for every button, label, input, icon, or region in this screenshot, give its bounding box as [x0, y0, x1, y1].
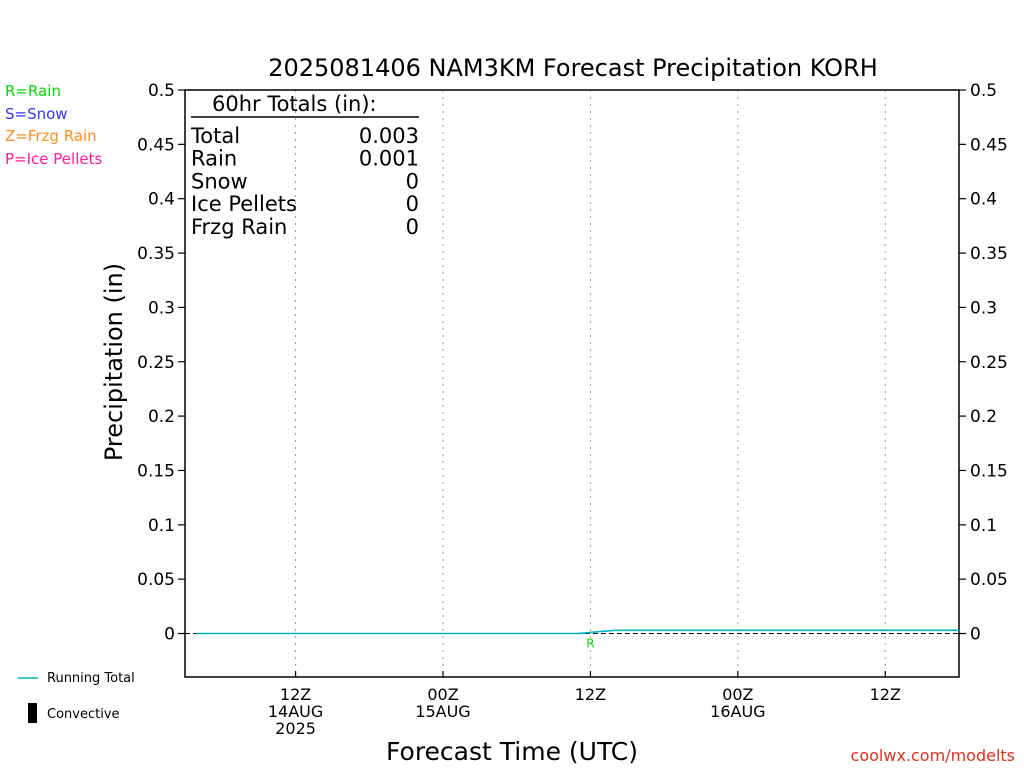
totals-row-value: 0 [406, 215, 419, 239]
chart-title: 2025081406 NAM3KM Forecast Precipitation… [268, 54, 878, 82]
running-total-point [958, 629, 960, 631]
totals-row-value: 0.001 [359, 147, 419, 171]
y-tick-label-right: 0.3 [970, 298, 997, 318]
running-total-point [577, 632, 579, 635]
running-total-label: Running Total [47, 671, 135, 686]
y-axis-label: Precipitation (in) [100, 263, 128, 461]
totals-row-value: 0 [406, 169, 419, 193]
precip-type-marker: R [586, 637, 594, 651]
credit-text: coolwx.com/modelts [851, 746, 1015, 765]
totals-box: 60hr Totals (in): Total 0.003 Rain 0.001 Sno… [190, 92, 419, 239]
running-total-point [614, 629, 616, 631]
totals-row-label: Frzg Rain [191, 215, 287, 239]
x-axis-label: Forecast Time (UTC) [386, 737, 638, 766]
totals-row-label: Rain [191, 147, 237, 171]
convective-label: Convective [47, 707, 120, 722]
y-tick-label-right: 0.15 [970, 461, 1008, 481]
x-tick-label: 12Z [575, 685, 606, 704]
y-tick-label-left: 0.2 [148, 407, 175, 427]
legend-ice-pellets: P=Ice Pellets [5, 150, 102, 168]
running-total-line [197, 629, 959, 635]
y-tick-label-right: 0.1 [970, 516, 997, 536]
y-tick-label-right: 0.05 [970, 570, 1008, 590]
line-legend: Running Total Convective [18, 671, 135, 723]
y-tick-label-right: 0.2 [970, 407, 997, 427]
legend-snow: S=Snow [5, 105, 68, 123]
x-tick-label: 00Z [427, 685, 458, 704]
x-tick-label: 12Z [280, 685, 311, 704]
x-tick-label: 2025 [275, 719, 316, 738]
y-tick-label-left: 0.3 [148, 298, 175, 318]
x-tick-label: 12Z [870, 685, 901, 704]
x-tick-label: 16AUG [710, 702, 765, 721]
y-tick-label-left: 0.25 [137, 353, 175, 373]
precip-type-legend: R=Rain S=Snow Z=Frzg Rain P=Ice Pellets [5, 82, 102, 168]
totals-row-label: Total [190, 124, 240, 148]
x-tick-label: 15AUG [415, 702, 470, 721]
legend-frzg-rain: Z=Frzg Rain [5, 127, 97, 145]
totals-header: 60hr Totals (in): [212, 92, 377, 116]
convective-swatch [28, 703, 37, 723]
plot-frame [184, 89, 960, 678]
totals-row-value: 0.003 [359, 124, 419, 148]
y-tick-label-right: 0 [970, 625, 981, 645]
x-tick-label: 00Z [722, 685, 753, 704]
y-tick-label-left: 0.45 [137, 135, 175, 155]
running-total-point [589, 631, 592, 634]
y-tick-label-left: 0.4 [148, 190, 175, 210]
y-tick-label-left: 0.15 [137, 461, 175, 481]
y-tick-label-left: 0 [164, 625, 175, 645]
y-tick-label-right: 0.35 [970, 244, 1008, 264]
y-tick-label-left: 0.35 [137, 244, 175, 264]
running-total-point [196, 632, 198, 635]
y-tick-label-right: 0.4 [970, 190, 997, 210]
running-total-point [602, 630, 604, 632]
y-tick-label-right: 0.25 [970, 353, 1008, 373]
y-tick-label-left: 0.05 [137, 570, 175, 590]
x-tick-label: 14AUG [268, 702, 323, 721]
legend-rain: R=Rain [5, 82, 61, 100]
totals-row-value: 0 [406, 192, 419, 216]
totals-row-label: Ice Pellets [191, 192, 297, 216]
plot-area: 0 00.05 0.050.1 0.10.15 0.150.2 0.20.25 0.250.… [137, 81, 1008, 738]
y-tick-label-right: 0.5 [970, 81, 997, 101]
totals-row-label: Snow [191, 169, 248, 193]
y-tick-label-right: 0.45 [970, 135, 1008, 155]
y-tick-label-left: 0.1 [148, 516, 175, 536]
y-tick-label-left: 0.5 [148, 81, 175, 101]
